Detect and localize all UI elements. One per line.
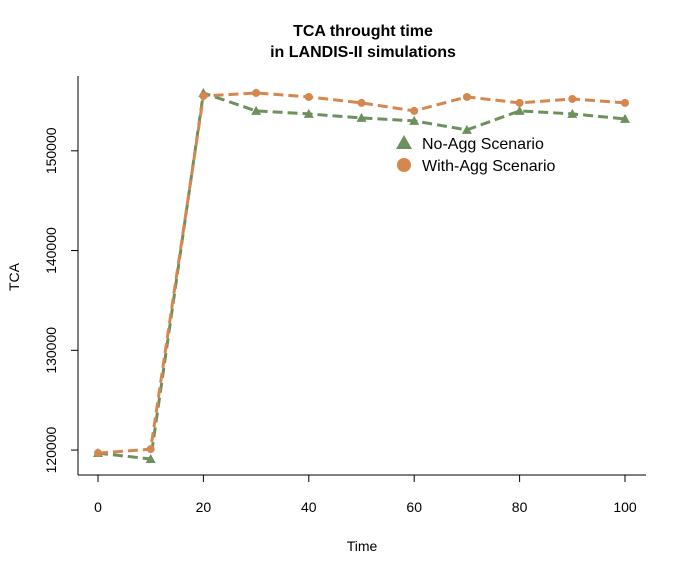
legend-label: No-Agg Scenario bbox=[422, 136, 544, 153]
series-1 bbox=[93, 87, 630, 464]
x-tick-label: 0 bbox=[94, 499, 102, 515]
data-point bbox=[461, 124, 472, 134]
y-tick-label: 140000 bbox=[43, 227, 59, 274]
data-point bbox=[515, 98, 524, 107]
chart-title-line-2: in LANDIS-II simulations bbox=[270, 44, 456, 61]
chart-title-line-1: TCA throught time bbox=[293, 23, 433, 40]
series-line bbox=[97, 91, 626, 455]
data-point bbox=[199, 91, 208, 100]
y-axis-title: TCA bbox=[6, 262, 22, 291]
data-point bbox=[409, 115, 420, 125]
x-axis-title: Time bbox=[347, 538, 378, 554]
series-2 bbox=[94, 88, 629, 458]
data-point bbox=[410, 106, 419, 115]
data-point bbox=[251, 105, 262, 115]
x-tick-label: 100 bbox=[613, 499, 637, 515]
data-point bbox=[303, 108, 314, 118]
x-tick-label: 80 bbox=[512, 499, 528, 515]
y-tick-label: 120000 bbox=[43, 426, 59, 473]
x-tick-label: 20 bbox=[196, 499, 212, 515]
data-point bbox=[568, 94, 577, 103]
data-point bbox=[620, 113, 630, 123]
data-point bbox=[357, 98, 366, 107]
legend-label: With-Agg Scenario bbox=[422, 158, 555, 175]
data-point bbox=[514, 105, 525, 115]
y-tick-label: 150000 bbox=[43, 127, 59, 174]
data-point bbox=[145, 454, 156, 464]
data-series bbox=[93, 87, 630, 464]
data-point bbox=[252, 88, 261, 97]
x-tick-label: 60 bbox=[406, 499, 422, 515]
data-point bbox=[94, 449, 102, 458]
data-point bbox=[356, 112, 367, 122]
legend-triangle-marker bbox=[396, 135, 412, 149]
data-point bbox=[567, 108, 578, 118]
data-point bbox=[462, 92, 471, 101]
legend: No-Agg Scenario With-Agg Scenario bbox=[396, 135, 555, 175]
data-point bbox=[621, 98, 629, 107]
x-tick-label: 40 bbox=[301, 499, 317, 515]
y-tick-label: 130000 bbox=[43, 327, 59, 374]
data-point bbox=[304, 92, 313, 101]
axes: 0 20 40 60 80 100 120000 130000 140000 150000 bbox=[43, 76, 646, 515]
data-point bbox=[146, 445, 155, 454]
legend-circle-marker bbox=[397, 158, 411, 172]
